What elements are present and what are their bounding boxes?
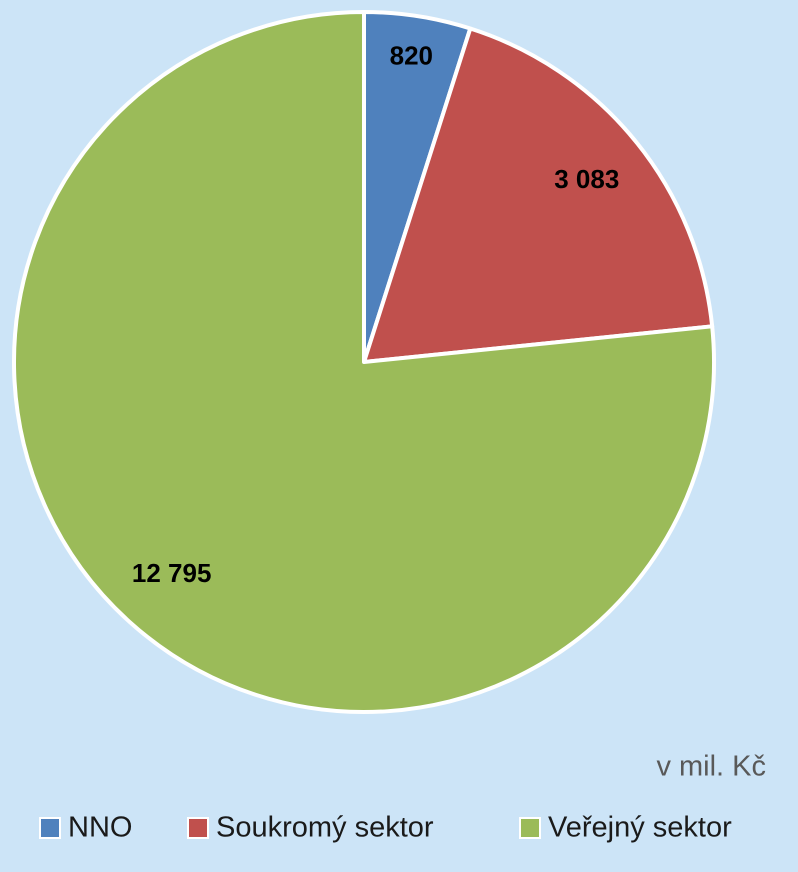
- pie-slice: [362, 26, 715, 364]
- legend-label: NNO: [68, 812, 132, 844]
- data-label: 3 083: [554, 164, 619, 194]
- unit-note: v mil. Kč: [656, 751, 766, 783]
- legend-swatch: [39, 817, 61, 839]
- data-label: 820: [390, 41, 433, 71]
- legend-swatch: [187, 817, 209, 839]
- legend-swatch: [519, 817, 541, 839]
- data-label: 12 795: [132, 558, 212, 588]
- legend-label: Soukromý sektor: [216, 812, 434, 844]
- pie-slice: [12, 10, 716, 714]
- legend-label: Veřejný sektor: [548, 812, 732, 844]
